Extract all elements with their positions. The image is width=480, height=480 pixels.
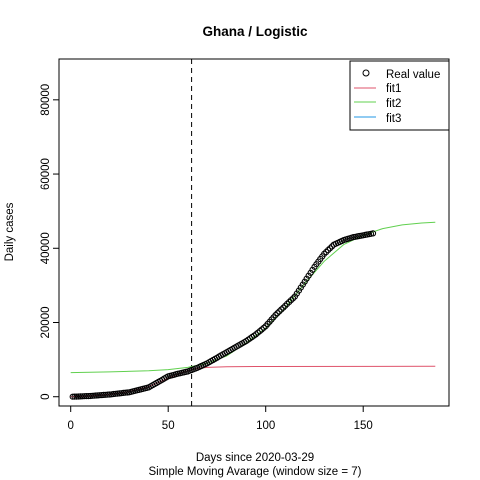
- x-axis: 0 50 100 150: [67, 406, 373, 432]
- y-tick-label: 0: [40, 394, 52, 400]
- real-value-point: [89, 392, 96, 399]
- real-value-point: [289, 295, 297, 302]
- y-tick-label: 20000: [40, 307, 52, 339]
- real-value-point: [73, 393, 80, 400]
- real-value-point: [282, 302, 289, 309]
- x-tick-label: 100: [256, 420, 275, 432]
- real-value-point: [71, 393, 78, 400]
- real-value-point: [114, 390, 121, 397]
- real-value-point: [326, 245, 334, 252]
- plot-frame: [58, 58, 450, 407]
- real-value-point: [92, 392, 100, 399]
- legend: Real value fit1 fit2 fit3: [349, 60, 450, 131]
- real-value-point: [325, 247, 332, 254]
- x-tick-label: 0: [67, 420, 73, 432]
- y-axis-label: Daily cases: [4, 202, 16, 261]
- real-value-point: [321, 250, 328, 257]
- legend-label-fit2: fit2: [386, 98, 401, 110]
- real-value-point: [274, 310, 281, 317]
- x-tick-label: 150: [354, 420, 373, 432]
- series-fit2: [70, 221, 436, 374]
- legend-symbol-real-value: [362, 69, 370, 77]
- real-value-point: [77, 393, 84, 400]
- x-axis-subtitle: Simple Moving Avarage (window size = 7): [149, 466, 362, 478]
- y-tick-label: 40000: [40, 232, 52, 264]
- real-value-point: [75, 393, 82, 400]
- real-value-point: [369, 230, 377, 237]
- x-axis-label: Days since 2020-03-29: [196, 452, 314, 464]
- real-value-point: [104, 391, 111, 398]
- legend-label-fit1: fit1: [386, 83, 401, 95]
- legend-label-real-value: Real value: [386, 69, 440, 81]
- real-value-point: [100, 391, 107, 398]
- real-value-point: [256, 328, 263, 335]
- real-value-point: [260, 324, 267, 331]
- real-value-point: [69, 393, 76, 400]
- real-value-point: [102, 391, 109, 398]
- x-tick-label: 50: [162, 420, 175, 432]
- real-value-point: [272, 312, 279, 319]
- legend-label-fit3: fit3: [386, 113, 401, 125]
- real-value-point: [85, 393, 92, 400]
- real-value-point: [81, 393, 88, 400]
- plot-area: [69, 59, 436, 406]
- real-value-point: [323, 248, 330, 256]
- y-tick-label: 80000: [40, 84, 52, 116]
- real-value-point: [112, 390, 119, 397]
- real-value-point: [79, 393, 86, 400]
- real-value-point: [122, 389, 129, 396]
- real-value-point: [276, 308, 283, 315]
- real-value-point: [284, 300, 291, 307]
- real-value-point: [286, 299, 293, 306]
- real-value-point: [278, 306, 285, 313]
- real-value-point: [83, 393, 90, 400]
- legend-box: [349, 60, 450, 131]
- real-value-point: [106, 391, 113, 398]
- real-value-point: [280, 304, 287, 311]
- real-value-point: [96, 392, 104, 399]
- y-axis: 0 20000 40000 60000 80000: [40, 84, 59, 400]
- real-value-point: [287, 297, 295, 304]
- chart-title: Ghana / Logistic: [202, 24, 308, 39]
- real-value-point: [87, 392, 94, 400]
- y-tick-label: 60000: [40, 158, 52, 190]
